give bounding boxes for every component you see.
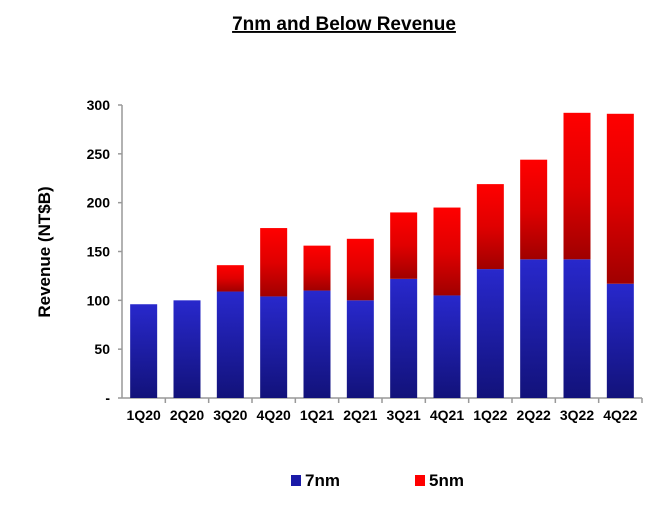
bar-7nm-3Q22 [563, 259, 591, 398]
bar-7nm-2Q21 [346, 300, 374, 398]
bar-7nm-4Q21 [433, 295, 461, 398]
bar-7nm-3Q21 [390, 278, 418, 398]
y-tick-label: 150 [87, 244, 111, 260]
bar-5nm-4Q22 [606, 113, 634, 284]
x-tick-label: 4Q22 [603, 407, 637, 423]
y-tick-label: 300 [87, 97, 111, 113]
x-tick-label: 2Q22 [517, 407, 551, 423]
bar-5nm-1Q22 [476, 184, 504, 270]
bar-7nm-2Q22 [520, 259, 548, 398]
y-tick-label: 50 [94, 341, 110, 357]
x-tick-label: 4Q20 [257, 407, 291, 423]
x-tick-label: 1Q22 [473, 407, 507, 423]
x-tick-label: 2Q20 [170, 407, 204, 423]
bar-5nm-2Q22 [520, 159, 548, 260]
bar-7nm-4Q22 [606, 283, 634, 398]
legend-swatch-5nm [415, 475, 425, 486]
x-tick-label: 3Q21 [387, 407, 421, 423]
bar-5nm-3Q21 [390, 212, 418, 279]
bar-5nm-2Q21 [346, 238, 374, 301]
legend-label-7nm: 7nm [305, 471, 340, 490]
legend-swatch-7nm [291, 475, 301, 486]
bar-5nm-4Q20 [260, 228, 288, 297]
bar-7nm-1Q20 [130, 304, 158, 398]
bar-7nm-3Q20 [216, 291, 244, 398]
x-tick-label: 1Q21 [300, 407, 334, 423]
bar-5nm-1Q21 [303, 245, 331, 291]
x-tick-label: 4Q21 [430, 407, 464, 423]
x-tick-label: 3Q22 [560, 407, 594, 423]
bar-7nm-2Q20 [173, 300, 201, 398]
y-tick-label: 250 [87, 146, 111, 162]
bar-7nm-1Q21 [303, 290, 331, 398]
x-tick-label: 2Q21 [343, 407, 377, 423]
x-tick-label: 1Q20 [127, 407, 161, 423]
bar-5nm-3Q20 [216, 265, 244, 292]
y-axis-label: Revenue (NT$B) [35, 186, 54, 317]
bar-5nm-4Q21 [433, 207, 461, 296]
y-tick-label: 100 [87, 292, 111, 308]
bar-7nm-4Q20 [260, 296, 288, 398]
bar-5nm-3Q22 [563, 112, 591, 260]
legend-label-5nm: 5nm [429, 471, 464, 490]
y-tick-label: - [105, 390, 110, 406]
x-tick-label: 3Q20 [213, 407, 247, 423]
y-tick-label: 200 [87, 195, 111, 211]
bar-7nm-1Q22 [476, 269, 504, 398]
chart-title: 7nm and Below Revenue [232, 14, 456, 35]
